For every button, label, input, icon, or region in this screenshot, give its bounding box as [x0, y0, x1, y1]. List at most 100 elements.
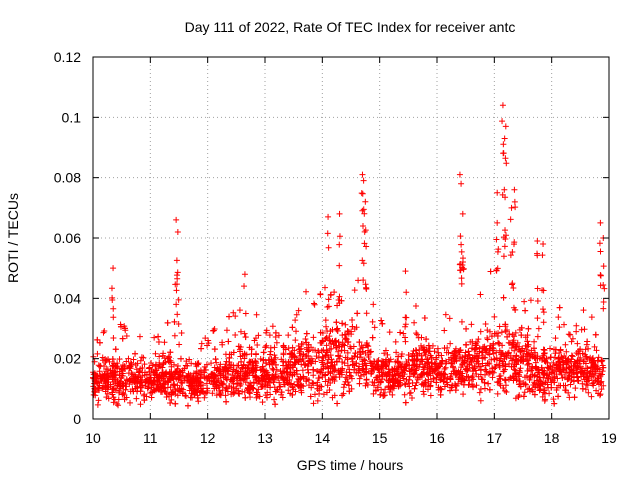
data-point [600, 282, 607, 289]
data-point [484, 327, 491, 334]
data-point [138, 379, 145, 386]
data-point [502, 227, 509, 234]
data-point [256, 393, 263, 400]
data-point [340, 384, 347, 391]
data-point [597, 272, 604, 279]
data-point [110, 399, 117, 406]
data-point [263, 360, 270, 367]
data-point [351, 287, 358, 294]
data-point [270, 358, 277, 365]
data-point [468, 358, 475, 365]
data-point [547, 345, 554, 352]
data-point [502, 382, 509, 389]
data-point [516, 369, 523, 376]
data-point [538, 356, 545, 363]
data-point [282, 346, 289, 353]
data-point [509, 339, 516, 346]
data-point [574, 357, 581, 364]
data-point [110, 334, 117, 341]
data-point [366, 349, 373, 356]
data-point [382, 386, 389, 393]
data-point [490, 340, 497, 347]
data-point [502, 155, 509, 162]
data-point [402, 334, 409, 341]
data-point [574, 340, 581, 347]
data-point [302, 335, 309, 342]
data-point [210, 380, 217, 387]
data-point [480, 344, 487, 351]
data-point [598, 371, 605, 378]
data-point [327, 370, 334, 377]
data-point [114, 364, 121, 371]
data-point [156, 386, 163, 393]
data-point [231, 389, 238, 396]
data-point [363, 342, 370, 349]
data-point [310, 366, 317, 373]
data-point [579, 385, 586, 392]
x-tick-labels: 10 11 12 13 14 15 16 17 18 19 [85, 430, 617, 446]
data-point [529, 364, 536, 371]
data-point [272, 354, 279, 361]
data-point [138, 354, 145, 361]
data-point [311, 301, 318, 308]
data-point [303, 330, 310, 337]
data-point [526, 376, 533, 383]
data-point [512, 356, 519, 363]
data-point [551, 400, 558, 407]
data-point [289, 391, 296, 398]
data-point [300, 373, 307, 380]
data-point [531, 338, 538, 345]
data-point [569, 353, 576, 360]
data-point [458, 280, 465, 287]
data-point [379, 320, 386, 327]
data-point [187, 378, 194, 385]
data-point [540, 287, 547, 294]
data-point [455, 368, 462, 375]
data-point [414, 356, 421, 363]
data-point [409, 379, 416, 386]
data-point [310, 372, 317, 379]
data-point [187, 394, 194, 401]
data-point [230, 349, 237, 356]
data-point [147, 372, 154, 379]
data-point [412, 302, 419, 309]
data-point [592, 377, 599, 384]
data-point [447, 387, 454, 394]
data-point [543, 355, 550, 362]
data-point [505, 339, 512, 346]
data-point [572, 385, 579, 392]
data-point [587, 364, 594, 371]
data-point [437, 391, 444, 398]
data-point [515, 393, 522, 400]
data-point [554, 375, 561, 382]
data-point [241, 330, 248, 337]
data-point [204, 385, 211, 392]
data-point [400, 330, 407, 337]
data-point [127, 399, 134, 406]
data-point [431, 348, 438, 355]
data-point [591, 363, 598, 370]
data-point [168, 391, 175, 398]
data-point [134, 378, 141, 385]
data-point [259, 363, 266, 370]
data-point [356, 380, 363, 387]
data-point [418, 334, 425, 341]
data-point [494, 248, 501, 255]
data-point [144, 385, 151, 392]
data-point [459, 370, 466, 377]
data-point [376, 372, 383, 379]
data-point [137, 374, 144, 381]
data-point [122, 386, 129, 393]
data-point [594, 365, 601, 372]
data-point [456, 171, 463, 178]
data-point [230, 366, 237, 373]
data-point [476, 389, 483, 396]
data-point [331, 378, 338, 385]
data-point [208, 360, 215, 367]
data-point [164, 319, 171, 326]
data-point [481, 379, 488, 386]
data-point [174, 392, 181, 399]
data-point [321, 284, 328, 291]
data-point [258, 373, 265, 380]
data-point [577, 369, 584, 376]
